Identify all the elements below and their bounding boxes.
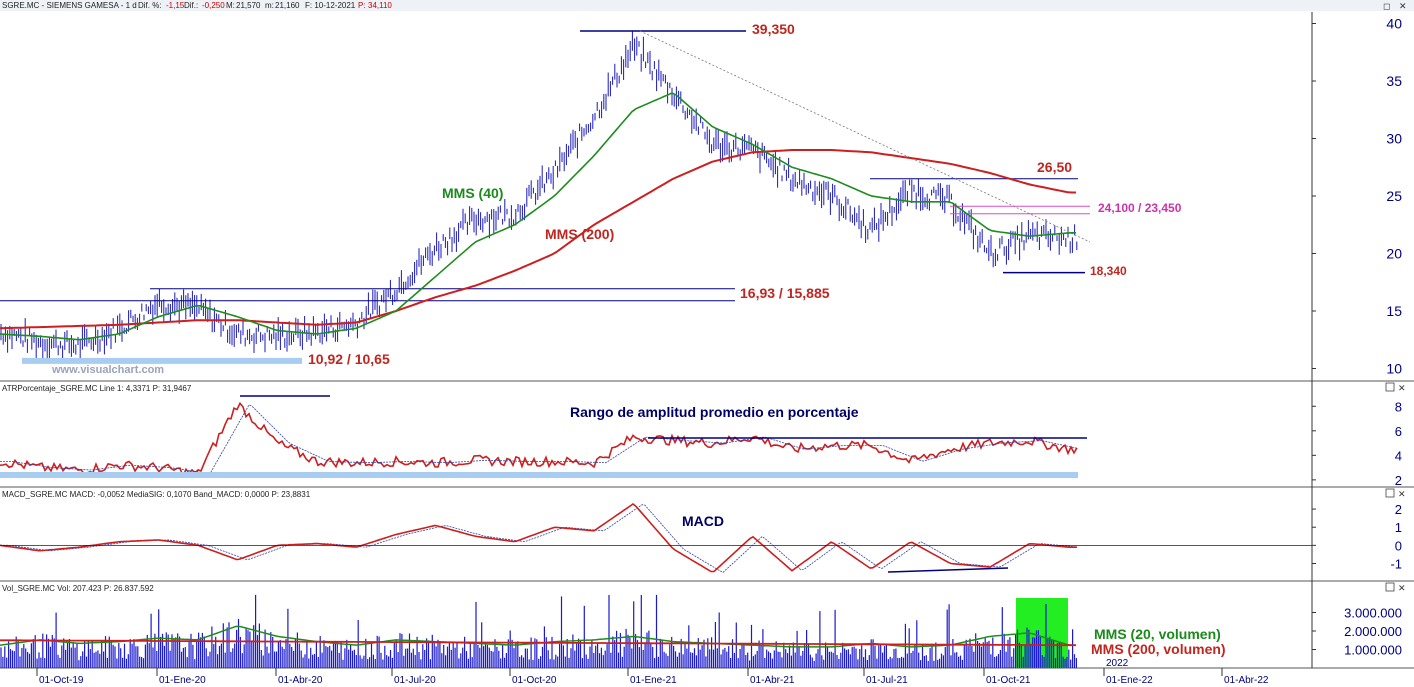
x-tick-label: 01-Abr-21 bbox=[750, 675, 795, 686]
y-tick-label: -1 bbox=[1390, 556, 1402, 571]
header-max: 21,570 bbox=[236, 1, 261, 10]
header-dif: -0,250 bbox=[202, 1, 225, 10]
volume-legend-mms200: MMS (200, volumen) bbox=[1091, 641, 1226, 657]
watermark: www.visualchart.com bbox=[51, 364, 164, 376]
atr-title: Rango de amplitud promedio en porcentaje bbox=[570, 404, 859, 420]
y-tick-label: 2 bbox=[1395, 473, 1402, 488]
price-bars bbox=[0, 31, 1078, 363]
mms200-line bbox=[0, 149, 1076, 330]
panel-restore-icon bbox=[1385, 582, 1395, 592]
macd-header: MACD_SGRE.MC MACD: -0,0052 MediaSIG: 0,1… bbox=[2, 490, 311, 499]
price-y-axis: 10 15 20 25 30 35 40 bbox=[1312, 16, 1402, 377]
header-date: F: 10-12-2021 bbox=[305, 1, 356, 10]
volume-header: Vol_SGRE.MC Vol: 207.423 P: 26.837.592 bbox=[2, 584, 154, 593]
header-max-label: M: bbox=[226, 1, 235, 10]
macd-panel: MACD_SGRE.MC MACD: -0,0052 MediaSIG: 0,1… bbox=[0, 490, 1402, 573]
x-axis: 01-Oct-19 01-Ene-20 01-Abr-20 01-Jul-20 01-O… bbox=[36, 658, 1269, 686]
annotation-support-mid: 16,93 / 15,885 bbox=[740, 285, 830, 301]
y-tick-label: 1.000.000 bbox=[1344, 643, 1402, 658]
x-tick-label: 01-Oct-20 bbox=[512, 675, 557, 686]
y-tick-label: 15 bbox=[1386, 303, 1402, 319]
y-tick-label: 40 bbox=[1386, 16, 1402, 32]
macd-y-axis: -1 0 1 2 bbox=[1312, 502, 1402, 571]
annotation-support-low: 10,92 / 10,65 bbox=[308, 351, 390, 367]
x-tick-label: 01-Abr-22 bbox=[1224, 675, 1269, 686]
y-tick-label: 6 bbox=[1395, 424, 1402, 439]
panel-close-icon: ✕ bbox=[1398, 489, 1406, 499]
y-tick-label: 2.000.000 bbox=[1344, 624, 1402, 639]
x-year-marker: 2022 bbox=[1106, 658, 1129, 669]
panel-close-icon: ✕ bbox=[1398, 583, 1406, 593]
header-dif-pct: -1,15 bbox=[166, 1, 185, 10]
mms40-line bbox=[0, 92, 1076, 341]
header-min: 21,160 bbox=[275, 1, 300, 10]
volume-panel: Vol_SGRE.MC Vol: 207.423 P: 26.837.592 M… bbox=[0, 584, 1402, 668]
y-tick-label: 8 bbox=[1395, 399, 1402, 414]
x-tick-label: 01-Ene-20 bbox=[159, 675, 206, 686]
close-button[interactable]: ✕ bbox=[1399, 1, 1407, 11]
price-levels bbox=[0, 30, 1091, 364]
annotation-high: 39,350 bbox=[752, 21, 795, 37]
panel-restore-icon bbox=[1385, 488, 1395, 498]
annotation-range: 24,100 / 23,450 bbox=[1098, 201, 1182, 215]
x-tick-label: 01-Jul-20 bbox=[394, 675, 436, 686]
annotation-resistance: 26,50 bbox=[1037, 159, 1072, 175]
annotation-low: 18,340 bbox=[1090, 264, 1127, 278]
macd-line bbox=[0, 503, 1077, 573]
header-p-label: P: bbox=[358, 1, 366, 10]
y-tick-label: 0 bbox=[1395, 538, 1402, 553]
volume-mms200-line bbox=[0, 639, 1076, 647]
price-panel: 39,350 26,50 24,100 / 23,450 18,340 16,9… bbox=[0, 16, 1402, 377]
x-tick-label: 01-Oct-21 bbox=[986, 675, 1031, 686]
header-symbol: SGRE.MC - SIEMENS GAMESA - 1 d bbox=[2, 1, 137, 10]
panel-close-icon: ✕ bbox=[1398, 383, 1406, 393]
atr-line bbox=[0, 401, 1078, 479]
header-bar bbox=[0, 0, 1414, 11]
header-dif-label: Dif.: bbox=[184, 1, 198, 10]
volume-legend-mms20: MMS (20, volumen) bbox=[1094, 626, 1221, 642]
atr-y-axis: 2 4 6 8 bbox=[1312, 399, 1402, 488]
x-tick-label: 01-Abr-20 bbox=[278, 675, 323, 686]
support-zone bbox=[22, 357, 302, 364]
y-tick-label: 3.000.000 bbox=[1344, 606, 1402, 621]
macd-divergence-line bbox=[887, 567, 1009, 573]
y-tick-label: 35 bbox=[1386, 73, 1402, 89]
restore-button[interactable]: ◻ bbox=[1383, 1, 1390, 11]
atr-header: ATRPorcentaje_SGRE.MC Line 1: 4,3371 P: … bbox=[2, 384, 192, 393]
macd-title: MACD bbox=[682, 513, 724, 529]
y-tick-label: 30 bbox=[1386, 131, 1402, 147]
x-tick-label: 01-Ene-22 bbox=[1106, 675, 1153, 686]
y-tick-label: 2 bbox=[1395, 502, 1402, 517]
x-tick-label: 01-Ene-21 bbox=[630, 675, 677, 686]
trendline bbox=[639, 30, 1091, 243]
y-tick-label: 4 bbox=[1395, 448, 1402, 463]
macd-signal-line bbox=[0, 504, 1078, 573]
x-tick-label: 01-Jul-21 bbox=[866, 675, 908, 686]
y-tick-label: 25 bbox=[1386, 188, 1402, 204]
header-dif-pct-label: Dif. %: bbox=[138, 1, 162, 10]
y-tick-label: 10 bbox=[1386, 361, 1402, 377]
x-tick-label: 01-Oct-19 bbox=[39, 675, 84, 686]
volume-bars bbox=[0, 594, 1078, 668]
mms40-label: MMS (40) bbox=[442, 185, 503, 201]
y-tick-label: 20 bbox=[1386, 246, 1402, 262]
atr-panel: ATRPorcentaje_SGRE.MC Line 1: 4,3371 P: … bbox=[0, 384, 1402, 488]
panel-frames: ✕ ✕ ✕ bbox=[0, 12, 1414, 669]
atr-signal-line bbox=[0, 404, 1078, 475]
panel-restore-icon bbox=[1385, 382, 1395, 392]
y-tick-label: 1 bbox=[1395, 520, 1402, 535]
header-min-label: m: bbox=[265, 1, 274, 10]
atr-base-zone bbox=[0, 472, 1078, 478]
volume-y-axis: 1.000.000 2.000.000 3.000.000 bbox=[1312, 606, 1402, 658]
header-p: 34,110 bbox=[368, 1, 392, 10]
mms200-label: MMS (200) bbox=[545, 226, 614, 242]
